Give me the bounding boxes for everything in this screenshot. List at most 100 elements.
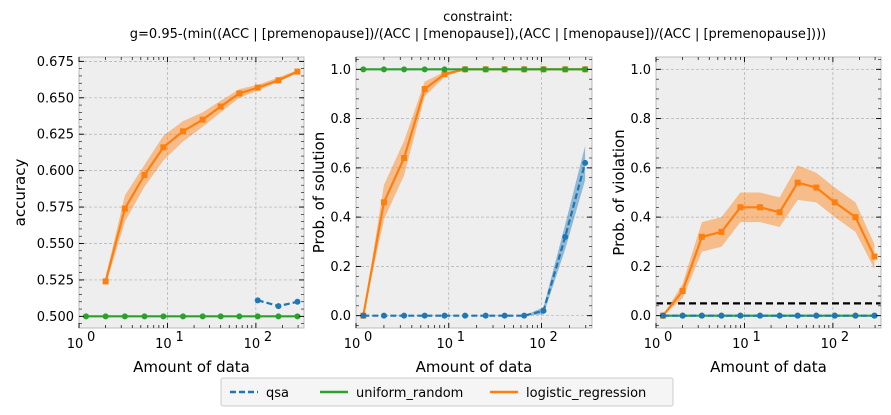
x-tick-label: 10 — [821, 337, 838, 352]
data-point — [501, 66, 508, 73]
data-point — [294, 68, 301, 75]
data-point — [254, 313, 261, 320]
data-point — [360, 312, 367, 319]
data-point — [102, 313, 109, 320]
y-tick-label: 0.575 — [37, 201, 74, 216]
x-tick-label: 10 — [529, 337, 546, 352]
data-point — [380, 312, 387, 319]
data-point — [275, 303, 282, 310]
data-point — [102, 278, 109, 285]
y-axis-label: accuracy — [11, 159, 29, 227]
x-tick-exponent: 2 — [550, 330, 558, 345]
y-axis-label: Prob. of solution — [310, 132, 328, 253]
data-point — [794, 179, 801, 186]
y-tick-label: 0.2 — [630, 260, 651, 275]
x-axis-label: Amount of data — [133, 358, 250, 376]
confidence-band-logistic-regression — [663, 165, 875, 316]
x-tick-label: 10 — [732, 337, 749, 352]
data-point — [737, 204, 744, 211]
data-point — [521, 66, 528, 73]
data-point — [441, 312, 448, 319]
data-point — [360, 66, 367, 73]
data-point — [121, 205, 128, 212]
data-point — [679, 312, 686, 319]
data-point — [180, 128, 187, 135]
data-point — [441, 66, 448, 73]
y-tick-label: 0.525 — [37, 273, 74, 288]
x-tick-exponent: 0 — [364, 330, 372, 345]
figure-title-line-2: g=0.95-(min((ACC | [premenopause])/(ACC … — [130, 27, 826, 42]
data-point — [294, 298, 301, 305]
data-point — [852, 214, 859, 221]
plot-area — [656, 57, 881, 328]
data-point — [217, 103, 224, 110]
data-point — [121, 313, 128, 320]
data-point — [831, 312, 838, 319]
legend-label-uniform-random: uniform_random — [356, 386, 463, 401]
data-point — [275, 77, 282, 84]
series-line-qsa — [363, 162, 587, 317]
plot-frame — [355, 56, 593, 329]
data-point — [562, 233, 569, 240]
data-point — [160, 313, 167, 320]
x-tick-label: 10 — [67, 337, 84, 352]
x-tick-exponent: 1 — [175, 330, 183, 345]
data-point — [294, 313, 301, 320]
y-tick-label: 0.0 — [630, 309, 651, 324]
data-point — [794, 312, 801, 319]
x-tick-exponent: 1 — [752, 330, 760, 345]
data-point — [698, 233, 705, 240]
data-point — [871, 253, 878, 260]
data-point — [462, 312, 469, 319]
y-tick-label: 0.500 — [37, 310, 74, 325]
data-point — [482, 66, 489, 73]
data-point — [501, 312, 508, 319]
data-point — [540, 307, 547, 314]
x-tick-exponent: 0 — [87, 330, 95, 345]
y-tick-label: 0.4 — [630, 211, 651, 226]
data-point — [813, 312, 820, 319]
data-point — [521, 312, 528, 319]
x-tick-label: 10 — [436, 337, 453, 352]
x-axis-label: Amount of data — [710, 358, 827, 376]
data-point — [421, 66, 428, 73]
y-tick-label: 0.4 — [330, 211, 351, 226]
data-point — [698, 312, 705, 319]
data-point — [582, 66, 589, 73]
data-point — [852, 312, 859, 319]
data-point — [757, 312, 764, 319]
data-point — [380, 66, 387, 73]
data-point — [217, 313, 224, 320]
data-point — [482, 312, 489, 319]
series-line-logistic-regression — [662, 181, 876, 317]
data-point — [871, 312, 878, 319]
data-point — [236, 90, 243, 97]
y-tick-label: 1.0 — [330, 63, 351, 78]
data-point — [776, 312, 783, 319]
y-tick-label: 0.8 — [330, 112, 351, 127]
data-point — [813, 184, 820, 191]
data-point — [441, 71, 448, 78]
data-point — [757, 204, 764, 211]
data-point — [160, 144, 167, 151]
panel-1: 10 0 10 1 10 20.5000.5250.5500.5750.6000.6250… — [11, 55, 305, 376]
plot-frame — [655, 56, 882, 329]
data-point — [462, 66, 469, 73]
y-axis-label: Prob. of violation — [610, 129, 628, 255]
data-point — [141, 313, 148, 320]
y-tick-label: 0.0 — [330, 309, 351, 324]
data-point — [421, 86, 428, 93]
data-point — [718, 228, 725, 235]
data-point — [380, 199, 387, 206]
data-point — [236, 313, 243, 320]
x-axis-label: Amount of data — [416, 358, 533, 376]
y-tick-label: 0.6 — [630, 161, 651, 176]
figure-title-line-1: constraint: — [443, 10, 513, 25]
data-point — [401, 155, 408, 162]
data-point — [199, 313, 206, 320]
x-tick-exponent: 0 — [664, 330, 672, 345]
y-tick-label: 0.675 — [37, 55, 74, 70]
x-tick-label: 10 — [155, 337, 172, 352]
